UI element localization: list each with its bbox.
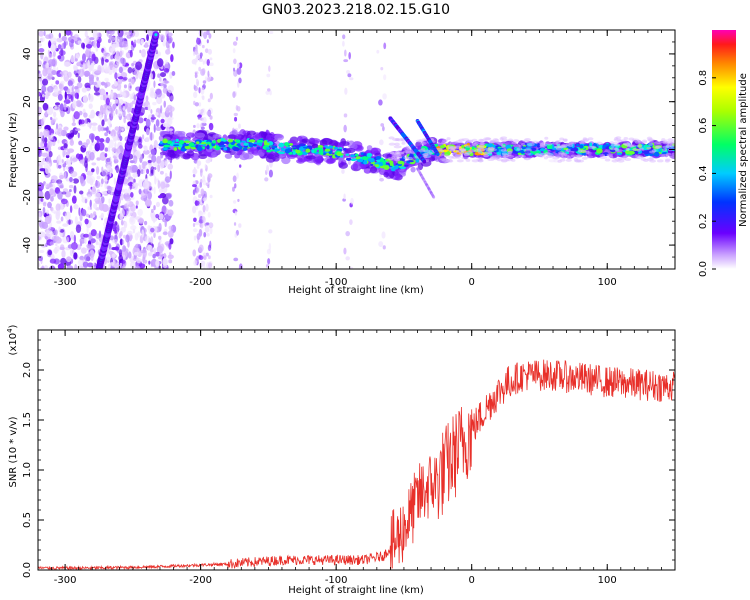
snr-panel: -300 -200 -100 0 100 0.0 0.5 1.0 1.5 2.0 Height … bbox=[6, 324, 676, 596]
x-tick-label: -200 bbox=[189, 575, 212, 586]
x-tick-label: 0 bbox=[469, 575, 475, 586]
spectrogram-band bbox=[158, 129, 675, 181]
svg-text:(x104): (x104) bbox=[6, 324, 19, 355]
colorbar-tick-label: 0.0 bbox=[698, 261, 709, 277]
y-tick-label: 2.0 bbox=[22, 362, 33, 378]
x-tick-label: 100 bbox=[598, 575, 617, 586]
y-tick-label: 0.0 bbox=[22, 562, 33, 578]
y-tick-label: -20 bbox=[22, 189, 33, 205]
snr-y-axis-label: SNR (10 * v/v) bbox=[8, 416, 19, 487]
colorbar-tick-label: 0.8 bbox=[698, 70, 709, 86]
spectrogram-content bbox=[38, 30, 675, 269]
colorbar: 0.0 0.2 0.4 0.6 0.8 Normalized spectral ampl… bbox=[698, 30, 749, 277]
colorbar-tick-label: 0.2 bbox=[698, 213, 709, 229]
y-tick-label: -40 bbox=[22, 237, 33, 253]
x-tick-label: -300 bbox=[54, 277, 77, 288]
x-tick-label: 0 bbox=[469, 277, 475, 288]
snr-scale-exponent: 4 bbox=[6, 328, 14, 333]
figure-title: GN03.2023.218.02.15.G10 bbox=[261, 2, 451, 18]
snr-background bbox=[38, 330, 675, 570]
snr-x-ticks: -300 -200 -100 0 100 bbox=[37, 330, 676, 586]
snr-line bbox=[38, 359, 675, 570]
y-tick-label: 20 bbox=[22, 95, 33, 108]
snr-scale-label: (x104) bbox=[6, 324, 19, 355]
y-tick-label: 1.0 bbox=[22, 462, 33, 478]
spectrogram-y-ticks: -40 -20 0 20 40 bbox=[22, 29, 675, 270]
x-tick-label: -200 bbox=[189, 277, 212, 288]
spectrogram-x-ticks: -300 -200 -100 0 100 bbox=[37, 30, 676, 288]
spectrogram-x-axis-label: Height of straight line (km) bbox=[288, 285, 424, 296]
spectrogram-y-axis-label: Frequency (Hz) bbox=[8, 112, 19, 188]
colorbar-ticks: 0.0 0.2 0.4 0.6 0.8 bbox=[698, 70, 716, 277]
snr-scale-base: (x10 bbox=[8, 333, 19, 356]
spectrogram-diagonal bbox=[95, 31, 160, 269]
x-tick-label: -100 bbox=[325, 277, 348, 288]
snr-y-ticks: 0.0 0.5 1.0 1.5 2.0 bbox=[22, 329, 675, 578]
y-tick-label: 0.5 bbox=[22, 512, 33, 528]
colorbar-gradient bbox=[712, 30, 736, 269]
snr-content bbox=[38, 359, 675, 570]
x-tick-label: -100 bbox=[325, 575, 348, 586]
colorbar-tick-label: 0.6 bbox=[698, 118, 709, 134]
spectrogram-branch bbox=[388, 116, 440, 199]
x-tick-label: -300 bbox=[54, 575, 77, 586]
snr-x-axis-label: Height of straight line (km) bbox=[288, 585, 424, 596]
colorbar-label: Normalized spectral amplitude bbox=[738, 73, 749, 227]
colorbar-tick-label: 0.4 bbox=[698, 165, 709, 181]
x-tick-label: 100 bbox=[598, 277, 617, 288]
y-tick-label: 0 bbox=[22, 146, 33, 152]
y-tick-label: 1.5 bbox=[22, 412, 33, 428]
y-tick-label: 40 bbox=[22, 48, 33, 61]
